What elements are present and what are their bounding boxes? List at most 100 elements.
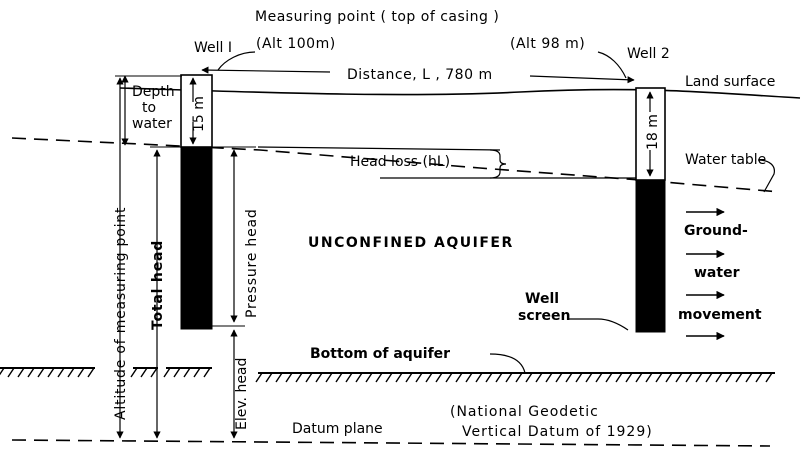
ngvd-label-1: (National Geodetic xyxy=(450,404,599,420)
aquifer-bottom xyxy=(0,367,775,383)
hatch-mark xyxy=(435,372,443,383)
bottom-aquifer-leader xyxy=(489,353,526,374)
hatch-mark xyxy=(77,367,85,378)
hatch-mark xyxy=(140,367,148,378)
hatch-mark xyxy=(755,372,763,383)
hatch-mark xyxy=(335,372,343,383)
hatch-mark xyxy=(355,372,363,383)
hatch-mark xyxy=(475,372,483,383)
hatch-mark xyxy=(445,372,453,383)
alt1-leader xyxy=(217,51,256,71)
alt2-label: (Alt 98 m) xyxy=(510,36,585,52)
land-surface-line xyxy=(119,87,801,99)
alt2-leader xyxy=(597,51,627,79)
well-screen-label-2: screen xyxy=(518,308,571,324)
hatch-mark xyxy=(485,372,493,383)
water-table-leader xyxy=(757,159,775,193)
hatch-mark xyxy=(325,372,333,383)
hatch-mark xyxy=(193,367,201,378)
measuring-point-label: Measuring point ( top of casing ) xyxy=(255,9,499,25)
hatch-mark xyxy=(415,372,423,383)
hatch-mark xyxy=(665,372,673,383)
well1-label: Well I xyxy=(194,40,232,56)
alt1-label: (Alt 100m) xyxy=(256,36,336,52)
hatch-mark xyxy=(525,372,533,383)
groundwater-label-1: Ground- xyxy=(684,223,748,239)
hatch-mark xyxy=(655,372,663,383)
total-head-label: Total head xyxy=(150,240,166,330)
hatch-mark xyxy=(305,372,313,383)
hatch-mark xyxy=(615,372,623,383)
hatch-mark xyxy=(183,367,191,378)
hatch-mark xyxy=(455,372,463,383)
groundwater-arrows xyxy=(686,207,725,341)
water-table-line xyxy=(11,137,781,193)
hatch-mark xyxy=(150,367,158,378)
hatch-mark xyxy=(555,372,563,383)
head-loss-label: Head loss (hL) xyxy=(350,154,450,170)
hatch-mark xyxy=(695,372,703,383)
hatch-mark xyxy=(275,372,283,383)
pressure-head-label: Pressure head xyxy=(244,208,260,318)
hatch-mark xyxy=(163,367,171,378)
hatch-mark xyxy=(575,372,583,383)
hatch-mark xyxy=(605,372,613,383)
datum-plane-line xyxy=(11,439,771,447)
hatch-mark xyxy=(545,372,553,383)
datum-plane-label: Datum plane xyxy=(292,421,383,437)
land-surface-label: Land surface xyxy=(685,74,775,90)
hatch-mark xyxy=(645,372,653,383)
hatch-mark xyxy=(395,372,403,383)
well-screen-label-1: Well xyxy=(525,291,559,307)
hatch-mark xyxy=(375,372,383,383)
hatch-mark xyxy=(130,367,138,378)
hatch-mark xyxy=(535,372,543,383)
hatch-mark xyxy=(715,372,723,383)
altitude-label: Altitude of measuring point xyxy=(113,207,129,420)
hatch-mark xyxy=(765,372,773,383)
hatch-mark xyxy=(595,372,603,383)
hatch-mark xyxy=(67,367,75,378)
hatch-mark xyxy=(745,372,753,383)
hatch-mark xyxy=(203,367,211,378)
hatch-mark xyxy=(425,372,433,383)
hatch-mark xyxy=(505,372,513,383)
hatch-mark xyxy=(365,372,373,383)
depth2-value: 18 m xyxy=(645,114,661,150)
hatch-mark xyxy=(675,372,683,383)
hatch-mark xyxy=(87,367,95,378)
water-table-label: Water table xyxy=(685,152,766,168)
hatch-mark xyxy=(725,372,733,383)
hatch-mark xyxy=(495,372,503,383)
groundwater-label-3: movement xyxy=(678,307,762,323)
distance-arrow-left xyxy=(201,66,331,74)
head-loss-bracket xyxy=(489,149,507,179)
well-2 xyxy=(635,87,666,333)
hatch-mark xyxy=(385,372,393,383)
hatch-mark xyxy=(47,367,55,378)
hatch-mark xyxy=(705,372,713,383)
ngvd-label-2: Vertical Datum of 1929) xyxy=(462,424,653,440)
groundwater-label-2: water xyxy=(694,265,740,281)
hatch-mark xyxy=(315,372,323,383)
hatch-mark xyxy=(173,367,181,378)
hatch-mark xyxy=(57,367,65,378)
hatch-mark xyxy=(285,372,293,383)
hatch-mark xyxy=(27,367,35,378)
hatch-mark xyxy=(515,372,523,383)
well-1 xyxy=(180,74,213,330)
hatch-mark xyxy=(265,372,273,383)
hatch-mark xyxy=(0,367,5,376)
elev-head-label: Elev. head xyxy=(234,358,250,430)
hatch-mark xyxy=(565,372,573,383)
well2-label: Well 2 xyxy=(627,46,670,62)
depth-label-3: water xyxy=(132,116,172,132)
hatch-mark xyxy=(585,372,593,383)
well-screen-leader xyxy=(568,318,629,331)
hatch-mark xyxy=(255,372,263,383)
hatch-mark xyxy=(635,372,643,383)
hatch-mark xyxy=(685,372,693,383)
hatch-mark xyxy=(405,372,413,383)
depth-label-2: to xyxy=(142,100,156,116)
